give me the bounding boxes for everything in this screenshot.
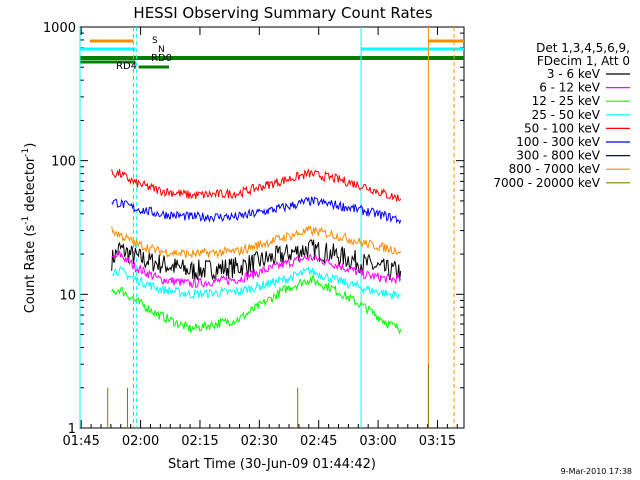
annotation-rd0: RD0 <box>151 53 172 64</box>
x-tick-label: 02:45 <box>300 434 337 449</box>
x-tick-label: 02:00 <box>122 434 159 449</box>
state-bars <box>79 27 464 428</box>
footer-date: 9-Mar-2010 17:38 <box>561 467 632 476</box>
series-line <box>111 196 402 225</box>
legend-label: 7000 - 20000 keV <box>493 176 600 190</box>
legend: Det 1,3,4,5,6,9, FDecim 1, Att 0 3 - 6 k… <box>493 41 630 190</box>
y-tick-label: 10 <box>59 288 76 303</box>
annotation-s: S <box>152 36 158 46</box>
chart-title: HESSI Observing Summary Count Rates <box>133 4 432 22</box>
series-line <box>111 225 402 259</box>
y-tick-labels: 1 10 100 1000 <box>43 21 76 437</box>
series-line <box>111 274 402 335</box>
plot-frame <box>79 26 465 429</box>
legend-header-2: FDecim 1, Att 0 <box>537 54 630 68</box>
x-axis-label: Start Time (30-Jun-09 01:44:42) <box>168 457 376 472</box>
y-axis-label: Count Rate (s-1 detector-1) <box>21 143 38 314</box>
y-tick-label: 1000 <box>43 21 76 36</box>
legend-label: 12 - 25 keV <box>532 94 601 108</box>
legend-label: 100 - 300 keV <box>516 135 600 149</box>
series-line <box>111 250 402 289</box>
legend-label: 6 - 12 keV <box>539 81 601 95</box>
series-layer <box>107 168 429 428</box>
series-line <box>111 168 402 202</box>
y-tick-label: 1 <box>68 422 76 437</box>
y-axis-label-main: Count Rate (s <box>23 225 38 314</box>
y-axis-label-end: ) <box>23 143 38 148</box>
legend-label: 300 - 800 keV <box>516 149 600 163</box>
y-axis-label-sup2: -1 <box>21 148 31 157</box>
legend-header-1: Det 1,3,4,5,6,9, <box>536 41 630 55</box>
legend-label: 800 - 7000 keV <box>509 162 601 176</box>
x-tick-label: 01:45 <box>62 434 99 449</box>
x-tick-label: 02:15 <box>181 434 218 449</box>
series-line <box>111 265 401 300</box>
annotation-n: N <box>158 45 165 55</box>
legend-label: 50 - 100 keV <box>524 121 601 135</box>
legend-label: 25 - 50 keV <box>532 108 601 122</box>
y-tick-label: 100 <box>51 155 76 170</box>
x-tick-label: 03:15 <box>419 434 456 449</box>
legend-label: 3 - 6 keV <box>547 67 601 81</box>
annotation-rd4: RD4 <box>116 61 137 72</box>
y-axis-label-mid: detector <box>23 156 38 216</box>
x-tick-label: 03:00 <box>359 434 396 449</box>
x-tick-label: 02:30 <box>241 434 278 449</box>
y-axis-label-sup1: -1 <box>21 216 31 225</box>
x-tick-labels: 01:45 02:00 02:15 02:30 02:45 03:00 03:15 <box>62 434 456 449</box>
series-line <box>107 364 429 428</box>
series-line <box>111 239 402 281</box>
axis-ticks <box>80 26 464 429</box>
